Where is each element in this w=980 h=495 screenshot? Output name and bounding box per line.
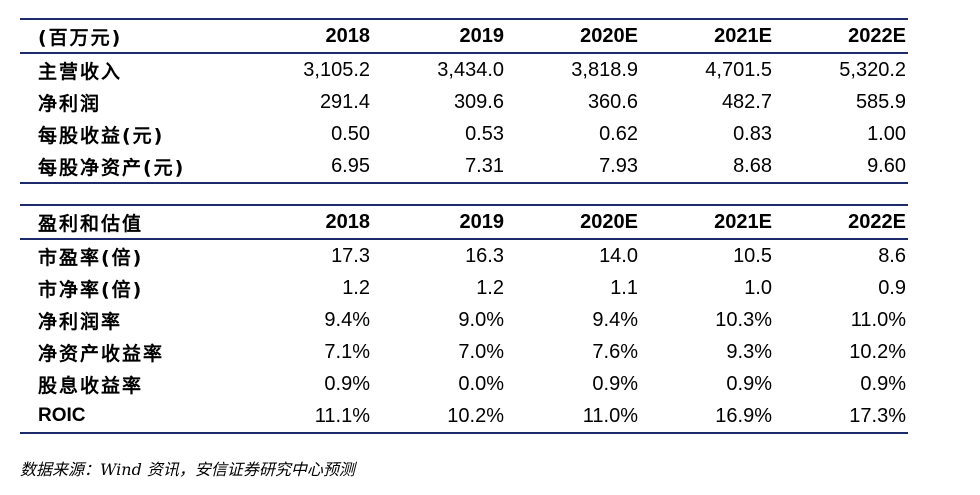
cell-value: 0.9% <box>324 372 370 395</box>
table1-header-2022e: 2022E <box>774 18 908 54</box>
cell-value: 0.9% <box>860 372 906 395</box>
cell-value: 11.1% <box>238 400 372 434</box>
table2-header-2019: 2019 <box>372 204 506 240</box>
cell-value: 17.3% <box>774 400 908 434</box>
table2-header-row: 盈利和估值 2018 2019 2020E 2021E 2022E <box>20 204 908 240</box>
cell-value: 1.0 <box>744 276 772 299</box>
cell-value: 9.4% <box>324 308 370 331</box>
table2-header-2020e: 2020E <box>506 204 640 240</box>
cell-value: 3,818.9 <box>571 58 638 81</box>
cell-value: 0.62 <box>599 122 638 145</box>
cell-value: 585.9 <box>855 90 906 113</box>
cell-value: 10.2% <box>849 340 906 363</box>
cell-value: 10.2% <box>372 400 506 434</box>
row-label: 市盈率(倍) <box>38 246 144 269</box>
table-row: 净利润率 9.4% 9.0% 9.4% 10.3% 11.0% <box>20 304 908 336</box>
table-row: 每股净资产(元) 6.95 7.31 7.93 8.68 9.60 <box>20 150 908 184</box>
table1-header-2018: 2018 <box>238 18 372 54</box>
table-gap <box>20 183 908 205</box>
table-row: 每股收益(元) 0.50 0.53 0.62 0.83 1.00 <box>20 118 908 150</box>
cell-value: 14.0 <box>599 244 638 267</box>
cell-value: 291.4 <box>319 90 370 113</box>
row-label: ROIC <box>20 400 238 434</box>
cell-value: 11.0% <box>506 400 640 434</box>
cell-value: 10.3% <box>715 308 772 331</box>
table1-header-label: (百万元) <box>20 18 238 54</box>
table-row: ROIC 11.1% 10.2% 11.0% 16.9% 17.3% <box>20 400 908 434</box>
cell-value: 0.53 <box>465 122 504 145</box>
cell-value: 16.3 <box>465 244 504 267</box>
cell-value: 10.5 <box>733 244 772 267</box>
table2-header-2022e: 2022E <box>774 204 908 240</box>
cell-value: 0.50 <box>331 122 370 145</box>
table2-header-label: 盈利和估值 <box>20 204 238 240</box>
row-label: 净利润率 <box>38 310 123 333</box>
row-label: 市净率(倍) <box>38 278 144 301</box>
cell-value: 0.0% <box>458 372 504 395</box>
table1-header-2019: 2019 <box>372 18 506 54</box>
row-label: 净资产收益率 <box>38 342 165 365</box>
cell-value: 0.83 <box>733 122 772 145</box>
cell-value: 16.9% <box>640 400 774 434</box>
cell-value: 17.3 <box>331 244 370 267</box>
cell-value: 0.9 <box>878 276 906 299</box>
row-label: 每股净资产(元) <box>20 150 238 184</box>
table-row: 股息收益率 0.9% 0.0% 0.9% 0.9% 0.9% <box>20 368 908 400</box>
cell-value: 3,434.0 <box>437 58 504 81</box>
cell-value: 7.31 <box>372 150 506 184</box>
forecast-table: (百万元) 2018 2019 2020E 2021E 2022E 主营收入 3… <box>20 18 908 434</box>
cell-value: 3,105.2 <box>303 58 370 81</box>
row-label: 净利润 <box>38 92 102 115</box>
cell-value: 309.6 <box>453 90 504 113</box>
table-row: 主营收入 3,105.2 3,434.0 3,818.9 4,701.5 5,3… <box>20 53 908 86</box>
financial-tables: (百万元) 2018 2019 2020E 2021E 2022E 主营收入 3… <box>20 18 908 434</box>
table1-header-2020e: 2020E <box>506 18 640 54</box>
cell-value: 1.00 <box>867 122 906 145</box>
cell-value: 8.6 <box>878 244 906 267</box>
cell-value: 5,320.2 <box>839 58 906 81</box>
table-row: 净利润 291.4 309.6 360.6 482.7 585.9 <box>20 86 908 118</box>
source-note: 数据来源：Wind 资讯，安信证券研究中心预测 <box>20 460 355 479</box>
cell-value: 9.0% <box>458 308 504 331</box>
cell-value: 1.2 <box>342 276 370 299</box>
cell-value: 1.2 <box>476 276 504 299</box>
cell-value: 9.3% <box>726 340 772 363</box>
cell-value: 7.1% <box>324 340 370 363</box>
row-label: 股息收益率 <box>38 374 144 397</box>
cell-value: 9.60 <box>774 150 908 184</box>
table-row: 净资产收益率 7.1% 7.0% 7.6% 9.3% 10.2% <box>20 336 908 368</box>
row-label: 每股收益(元) <box>38 124 165 147</box>
cell-value: 7.93 <box>506 150 640 184</box>
cell-value: 360.6 <box>587 90 638 113</box>
cell-value: 4,701.5 <box>705 58 772 81</box>
cell-value: 11.0% <box>850 308 906 331</box>
cell-value: 0.9% <box>592 372 638 395</box>
table2-header-2021e: 2021E <box>640 204 774 240</box>
row-label: 主营收入 <box>38 60 123 83</box>
cell-value: 482.7 <box>721 90 772 113</box>
table-row: 市净率(倍) 1.2 1.2 1.1 1.0 0.9 <box>20 272 908 304</box>
table-row: 市盈率(倍) 17.3 16.3 14.0 10.5 8.6 <box>20 239 908 272</box>
cell-value: 1.1 <box>610 276 638 299</box>
cell-value: 0.9% <box>726 372 772 395</box>
table2-header-2018: 2018 <box>238 204 372 240</box>
cell-value: 6.95 <box>238 150 372 184</box>
table1-header-2021e: 2021E <box>640 18 774 54</box>
cell-value: 7.6% <box>592 340 638 363</box>
table1-header-row: (百万元) 2018 2019 2020E 2021E 2022E <box>20 18 908 54</box>
cell-value: 9.4% <box>592 308 638 331</box>
cell-value: 7.0% <box>458 340 504 363</box>
cell-value: 8.68 <box>640 150 774 184</box>
